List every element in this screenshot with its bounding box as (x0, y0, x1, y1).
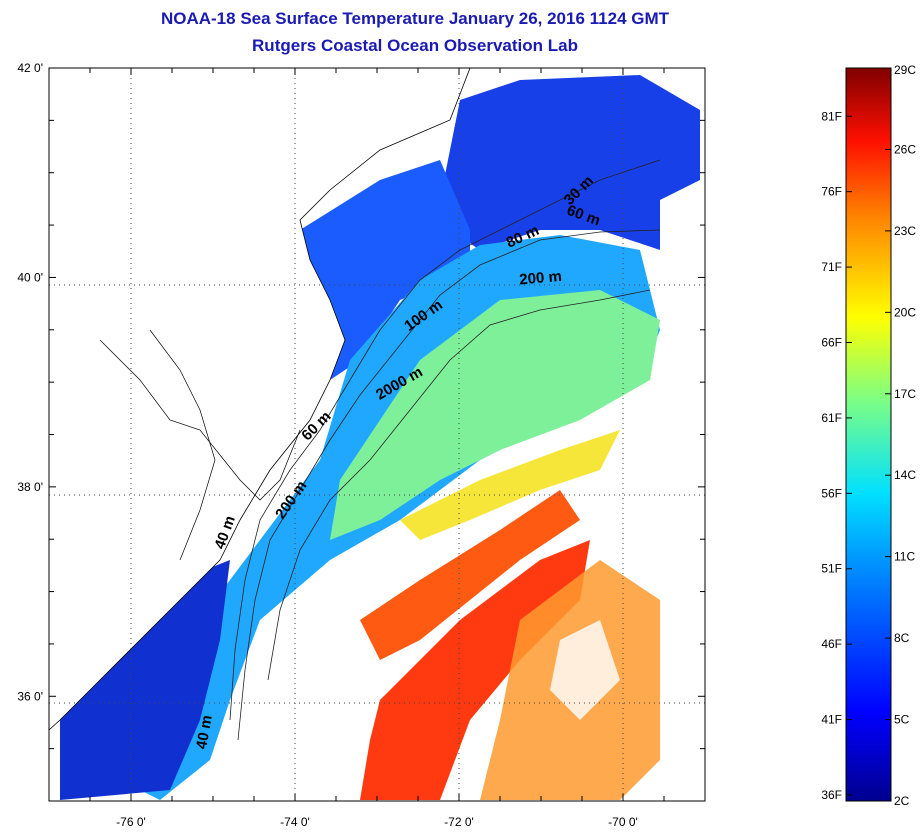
land-mass (49, 68, 471, 731)
colorbar-celsius-label: 29C (894, 63, 916, 77)
colorbar-fahrenheit-label: 66F (821, 335, 842, 349)
contour-depth-label: 200 m (519, 268, 563, 289)
colorbar-celsius-label: 11C (894, 550, 915, 564)
lat-tick-label: 38 0' (17, 480, 43, 494)
axis-ticks (48, 67, 706, 802)
contour-line (229, 159, 661, 721)
colorbar-fahrenheit-label: 81F (821, 109, 842, 123)
contour-line (267, 289, 651, 681)
map-subtitle: Rutgers Coastal Ocean Observation Lab (252, 36, 578, 55)
slope-water (330, 290, 660, 540)
lon-tick-label: -70 0' (608, 815, 638, 829)
coastal-cold-south (60, 560, 230, 800)
colorbar-celsius-label: 23C (894, 224, 916, 238)
colorbar-fahrenheit-label: 51F (821, 562, 842, 576)
colorbar-fahrenheit-label: 46F (821, 637, 842, 651)
shelf-water-north (300, 160, 470, 380)
bathymetry-contours (229, 159, 661, 741)
lon-tick-label: -74 0' (280, 815, 310, 829)
colorbar-celsius-label: 2C (894, 794, 910, 808)
colorbar-celsius-label: 20C (894, 305, 916, 319)
lat-tick-label: 36 0' (17, 689, 43, 703)
colorbar-fahrenheit-label: 76F (821, 185, 842, 199)
contour-depth-label: 40 m (193, 714, 216, 751)
graticule (49, 68, 705, 801)
coastline-detail (99, 339, 301, 501)
lon-tick-label: -76 0' (116, 815, 146, 829)
colorbar-celsius-label: 5C (894, 713, 910, 727)
colorbar-fahrenheit-label: 36F (821, 788, 842, 802)
lat-tick-label: 40 0' (17, 270, 43, 284)
offshore-cloud-gap (550, 620, 620, 720)
axis-tick-labels: 42 0' 40 0' 38 0' 36 0' -76 0' -74 0' -72 0' -7… (17, 61, 637, 829)
lat-tick-label: 42 0' (17, 61, 43, 75)
colorbar-celsius-label: 14C (894, 468, 916, 482)
warm-slope-band (400, 430, 620, 540)
lon-tick-label: -72 0' (444, 815, 474, 829)
colorbar-fahrenheit-label: 61F (821, 411, 842, 425)
land (49, 68, 471, 731)
colorbar (845, 67, 892, 802)
cold-water-north (440, 75, 700, 250)
colorbar-fahrenheit-label: 71F (821, 260, 842, 274)
contour-line (237, 229, 661, 741)
sst-imagery (60, 75, 700, 800)
gulf-stream-core (360, 490, 580, 660)
colorbar-celsius-label: 8C (894, 631, 910, 645)
gulf-stream-south (360, 540, 590, 800)
map-title: NOAA-18 Sea Surface Temperature January … (160, 9, 670, 28)
colorbar-fahrenheit-label: 41F (821, 713, 842, 727)
colorbar-celsius-label: 17C (894, 387, 916, 401)
bay-outline (149, 329, 216, 561)
colorbar-fahrenheit-label: 56F (821, 486, 842, 500)
colorbar-celsius-label: 26C (894, 142, 916, 156)
colorbar-ticks: 29C 26C 23C 20C 17C 14C 11C 8C 5C 2C 81F 76F 71F 66F 6… (821, 63, 916, 808)
